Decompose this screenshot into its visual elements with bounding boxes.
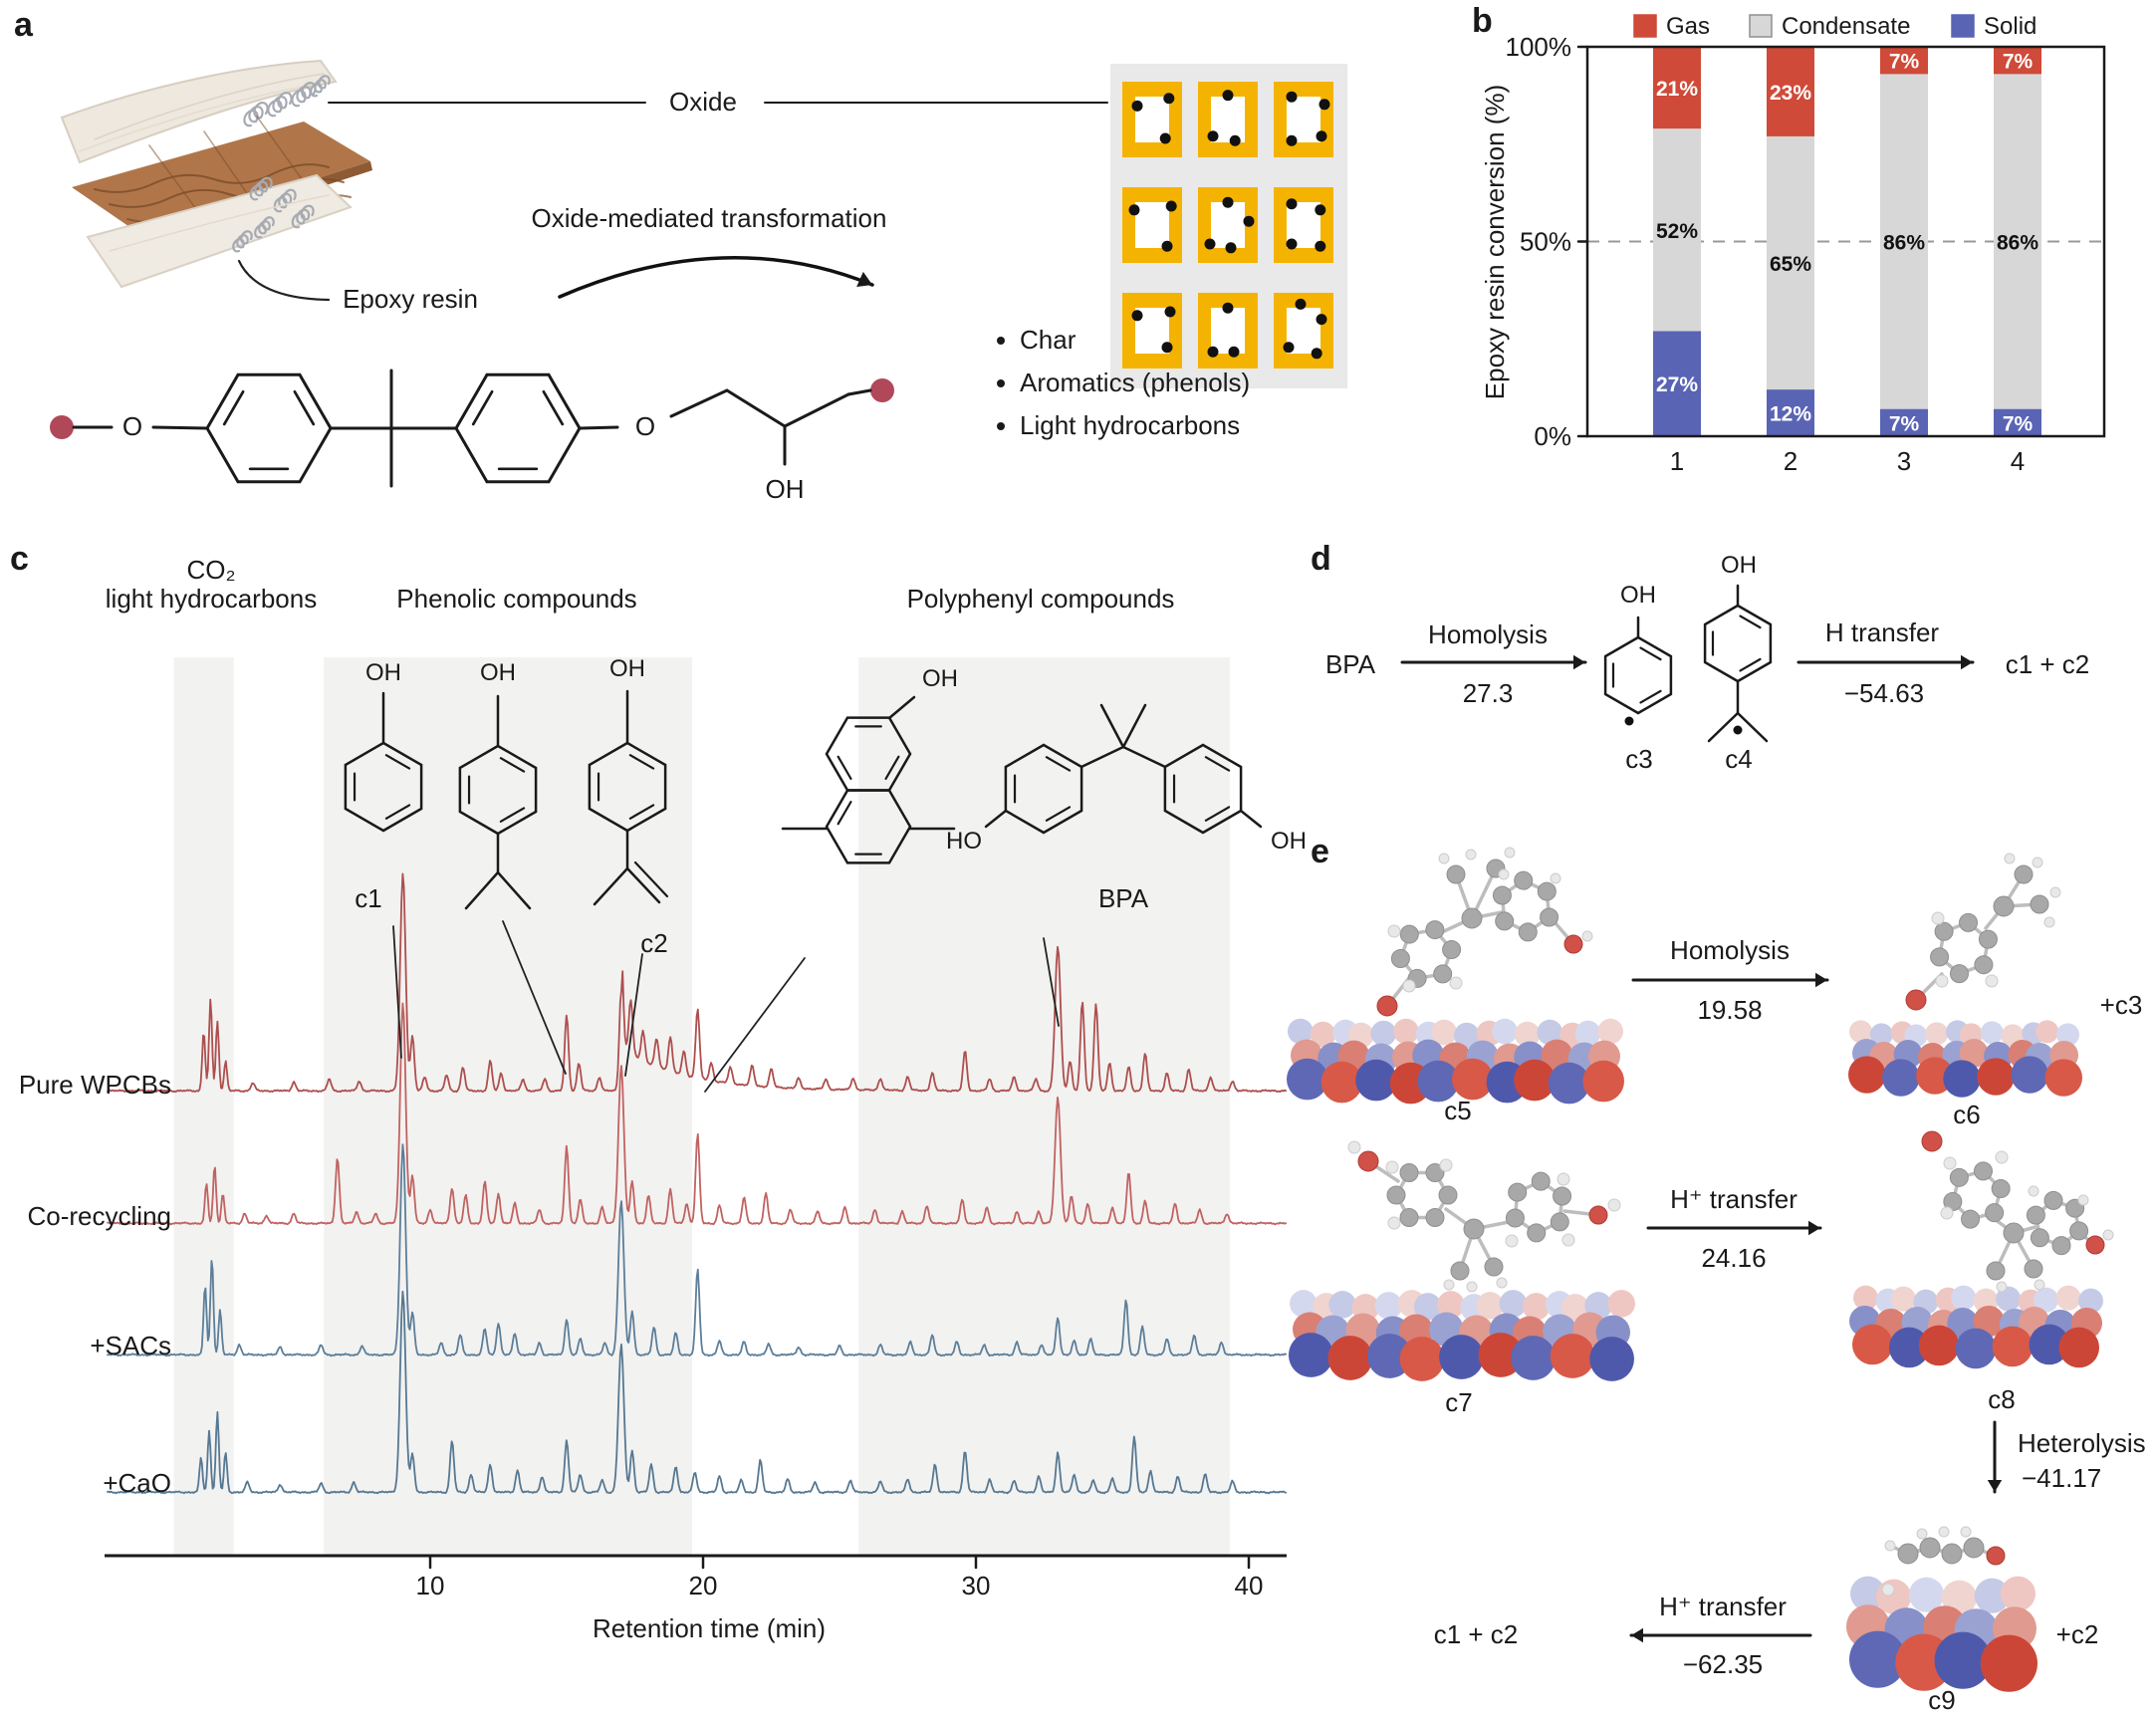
species-c5-label: c5: [1444, 1096, 1472, 1126]
d-step1-energy: 27.3: [1462, 678, 1514, 709]
coproduct-c3-label: +c3: [2099, 990, 2143, 1021]
isopropylphenol-oh-label: OH: [480, 659, 516, 687]
e-step4-name: H⁺ transfer: [1659, 1592, 1787, 1622]
species-c4-label: c4: [1725, 744, 1753, 775]
svg-text:4: 4: [2011, 446, 2025, 476]
region-co2-header-line1: CO₂: [186, 555, 236, 586]
svg-text:86%: 86%: [1883, 232, 1925, 255]
panel-c-compound-structures: [344, 689, 1263, 910]
svg-text:Gas: Gas: [1666, 13, 1710, 40]
compound-c1-label: c1: [355, 883, 382, 914]
svg-text:2: 2: [1784, 446, 1797, 476]
e-step4-energy: −62.35: [1682, 1649, 1764, 1680]
d-step2-energy: −54.63: [1843, 678, 1925, 709]
svg-text:10: 10: [416, 1571, 445, 1600]
e-step1-name: Homolysis: [1670, 935, 1790, 966]
svg-text:3: 3: [1897, 446, 1911, 476]
species-c6-label: c6: [1953, 1100, 1981, 1130]
svg-text:7%: 7%: [2003, 412, 2034, 435]
bar-chart-y-axis-title: Epoxy resin conversion (%): [1480, 84, 1511, 400]
e-step3-energy: −41.17: [2022, 1463, 2102, 1494]
panel-d-reaction-scheme: [1400, 584, 1975, 743]
svg-text:52%: 52%: [1656, 220, 1698, 243]
svg-text:21%: 21%: [1656, 78, 1698, 101]
svg-text:23%: 23%: [1770, 82, 1811, 105]
e-step1-energy: 19.58: [1697, 995, 1763, 1026]
region-phenolic-header: Phenolic compounds: [396, 584, 637, 614]
c1-oh-label: OH: [365, 659, 401, 687]
epoxy-oh-label: OH: [765, 474, 805, 505]
region-polyphenyl-header: Polyphenyl compounds: [906, 584, 1175, 614]
svg-text:20: 20: [689, 1571, 718, 1600]
c2-oh-label: OH: [609, 655, 645, 683]
oxide-lattice-icon: [1110, 64, 1347, 388]
svg-text:0%: 0%: [1534, 421, 1571, 451]
panel-a-label: a: [14, 6, 33, 44]
svg-text:12%: 12%: [1770, 403, 1811, 426]
svg-text:86%: 86%: [1997, 232, 2038, 255]
svg-text:7%: 7%: [1889, 412, 1920, 435]
chromatogram-plot: 10 20 30 40: [105, 657, 1288, 1600]
svg-text:100%: 100%: [1506, 32, 1572, 62]
region-co2-header-line2: light hydrocarbons: [105, 584, 318, 614]
e-product-label: c1 + c2: [1433, 1619, 1519, 1650]
svg-text:30: 30: [962, 1571, 991, 1600]
svg-text:7%: 7%: [1889, 51, 1920, 74]
svg-text:Solid: Solid: [1984, 13, 2036, 40]
d-step1-name: Homolysis: [1428, 619, 1548, 650]
compound-bpa-label: BPA: [1097, 883, 1149, 914]
epoxy-o-right-label: O: [634, 411, 656, 442]
svg-text:27%: 27%: [1656, 373, 1698, 396]
bpa-ho-label: HO: [946, 828, 982, 856]
epoxy-resin-callout-label: Epoxy resin: [343, 284, 478, 315]
conversion-bar-chart: Gas Condensate Solid27%52%21%112%65%23%27%…: [1506, 13, 2106, 476]
trace-label-cao: +CaO: [103, 1468, 171, 1499]
species-c9-label: c9: [1928, 1685, 1956, 1716]
d-reactant-bpa: BPA: [1324, 649, 1376, 680]
panel-e-dft-scheme: [1287, 847, 2114, 1692]
product-item-aromatics: Aromatics (phenols): [1020, 368, 1250, 398]
svg-text:1: 1: [1670, 446, 1684, 476]
svg-text:40: 40: [1235, 1571, 1264, 1600]
naphthol-oh-label: OH: [922, 665, 958, 693]
product-item-char: Char: [1020, 325, 1250, 356]
transformation-label: Oxide-mediated transformation: [531, 203, 887, 234]
c4-oh-label: OH: [1721, 552, 1757, 580]
panel-e-label: e: [1311, 833, 1329, 870]
panel-d-label: d: [1311, 540, 1331, 578]
d-step2-name: H transfer: [1824, 617, 1940, 648]
laminate-illustration: [60, 59, 372, 289]
panel-c-label: c: [10, 540, 29, 578]
trace-label-pure-wpcbs: Pure WPCBs: [18, 1070, 171, 1101]
gc-x-axis-title: Retention time (min): [592, 1613, 827, 1644]
svg-text:65%: 65%: [1770, 253, 1811, 276]
panel-a-leader-lines: [237, 102, 1108, 302]
panel-b-label: b: [1472, 2, 1493, 40]
epoxy-resin-structure: [50, 369, 894, 488]
product-list: Char Aromatics (phenols) Light hydrocarb…: [996, 325, 1250, 453]
trace-label-co-recycling: Co-recycling: [27, 1201, 172, 1232]
species-c8-label: c8: [1988, 1384, 2016, 1415]
oxide-callout-label: Oxide: [669, 87, 737, 118]
coproduct-c2-label: +c2: [2055, 1619, 2099, 1650]
bpa-oh-label: OH: [1271, 828, 1307, 856]
epoxy-o-left-label: O: [121, 411, 143, 442]
compound-c2-label: c2: [640, 928, 668, 959]
trace-label-sacs: +SACs: [90, 1331, 171, 1361]
svg-text:Condensate: Condensate: [1782, 13, 1910, 40]
e-step2-name: H⁺ transfer: [1670, 1184, 1797, 1215]
svg-text:50%: 50%: [1520, 227, 1571, 257]
e-step2-energy: 24.16: [1701, 1243, 1767, 1274]
e-step3-name: Heterolysis: [2018, 1428, 2146, 1459]
species-c3-label: c3: [1625, 744, 1653, 775]
product-item-light-hydrocarbons: Light hydrocarbons: [1020, 410, 1250, 441]
d-product-label: c1 + c2: [2005, 649, 2090, 680]
species-c7-label: c7: [1445, 1387, 1473, 1418]
svg-text:7%: 7%: [2003, 51, 2034, 74]
c3-oh-label: OH: [1620, 582, 1656, 610]
